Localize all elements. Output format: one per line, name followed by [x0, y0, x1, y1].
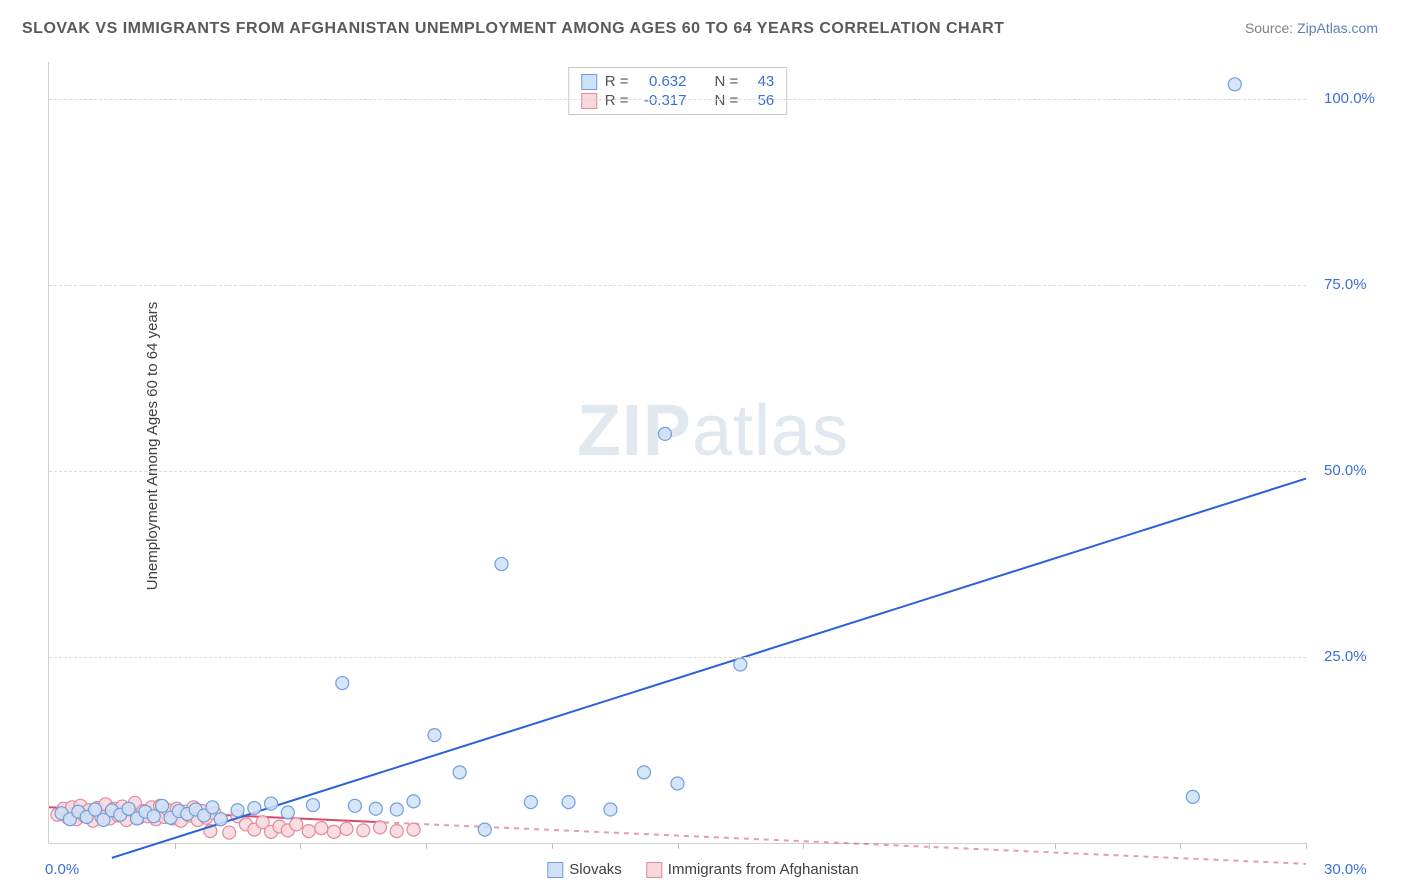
x-tick: [1306, 843, 1307, 849]
r-label: R =: [605, 73, 629, 90]
data-point: [336, 677, 349, 690]
data-point: [524, 796, 537, 809]
x-tick: [929, 843, 930, 849]
data-point: [290, 818, 303, 831]
x-tick: [678, 843, 679, 849]
data-point: [671, 777, 684, 790]
legend-swatch: [581, 93, 597, 109]
source-link[interactable]: ZipAtlas.com: [1297, 20, 1378, 36]
data-point: [302, 825, 315, 838]
x-tick: [426, 843, 427, 849]
r-value: 0.632: [637, 73, 687, 90]
x-min-label: 0.0%: [45, 861, 79, 878]
data-point: [348, 799, 361, 812]
y-tick-label: 25.0%: [1324, 648, 1367, 665]
legend-label: Slovaks: [569, 861, 622, 878]
chart-title: SLOVAK VS IMMIGRANTS FROM AFGHANISTAN UN…: [22, 20, 1004, 38]
data-point: [248, 802, 261, 815]
data-point: [407, 795, 420, 808]
n-value: 56: [746, 92, 774, 109]
trend-line: [384, 822, 1306, 863]
legend-item: Immigrants from Afghanistan: [646, 861, 859, 878]
correlation-legend: R = 0.632 N = 43 R = -0.317 N = 56: [568, 67, 788, 115]
y-tick-label: 50.0%: [1324, 462, 1367, 479]
x-tick: [552, 843, 553, 849]
legend-item: Slovaks: [547, 861, 622, 878]
r-value: -0.317: [637, 92, 687, 109]
scatter-svg: [49, 62, 1306, 843]
y-tick-label: 75.0%: [1324, 276, 1367, 293]
legend-swatch: [581, 74, 597, 90]
legend-swatch: [646, 862, 662, 878]
gridline: [49, 285, 1306, 286]
data-point: [369, 802, 382, 815]
data-point: [604, 803, 617, 816]
legend-swatch: [547, 862, 563, 878]
data-point: [327, 825, 340, 838]
chart-plot-area: ZIPatlas R =0.632N =43R =-0.317N =56 25.…: [48, 62, 1306, 844]
legend-label: Immigrants from Afghanistan: [668, 861, 859, 878]
y-tick-label: 100.0%: [1324, 90, 1375, 107]
data-point: [407, 823, 420, 836]
data-point: [374, 821, 387, 834]
correlation-row: R = -0.317 N = 56: [581, 91, 775, 110]
data-point: [390, 803, 403, 816]
data-point: [340, 822, 353, 835]
x-tick: [300, 843, 301, 849]
x-tick: [175, 843, 176, 849]
data-point: [214, 813, 227, 826]
x-tick: [1180, 843, 1181, 849]
source-prefix: Source:: [1245, 20, 1297, 36]
data-point: [306, 799, 319, 812]
x-tick: [1055, 843, 1056, 849]
data-point: [315, 822, 328, 835]
n-label: N =: [715, 92, 739, 109]
data-point: [495, 558, 508, 571]
data-point: [428, 729, 441, 742]
n-label: N =: [715, 73, 739, 90]
data-point: [734, 658, 747, 671]
data-point: [156, 799, 169, 812]
data-point: [453, 766, 466, 779]
source-credit: Source: ZipAtlas.com: [1245, 20, 1378, 36]
data-point: [281, 806, 294, 819]
series-legend: Slovaks Immigrants from Afghanistan: [547, 861, 858, 878]
gridline: [49, 471, 1306, 472]
data-point: [562, 796, 575, 809]
r-label: R =: [605, 92, 629, 109]
correlation-row: R = 0.632 N = 43: [581, 72, 775, 91]
gridline: [49, 657, 1306, 658]
data-point: [223, 826, 236, 839]
data-point: [478, 823, 491, 836]
data-point: [1186, 790, 1199, 803]
data-point: [231, 804, 244, 817]
trend-line: [112, 479, 1306, 858]
x-max-label: 30.0%: [1324, 861, 1367, 878]
data-point: [1228, 78, 1241, 91]
data-point: [658, 427, 671, 440]
n-value: 43: [746, 73, 774, 90]
data-point: [265, 797, 278, 810]
gridline: [49, 99, 1306, 100]
data-point: [206, 801, 219, 814]
data-point: [637, 766, 650, 779]
x-tick: [803, 843, 804, 849]
data-point: [357, 824, 370, 837]
data-point: [390, 825, 403, 838]
